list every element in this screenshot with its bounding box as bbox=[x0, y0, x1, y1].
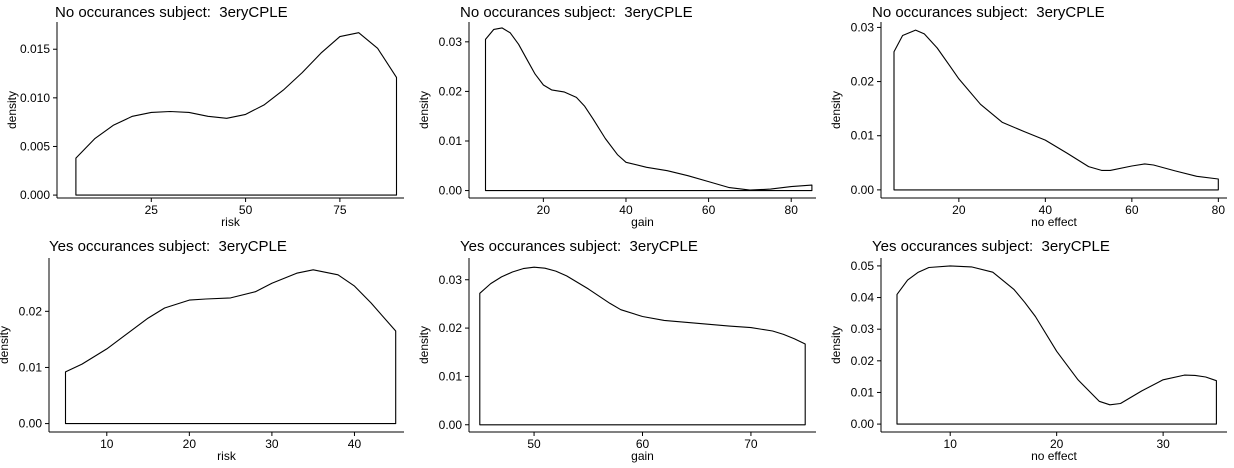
y-tick-label: 0.05 bbox=[851, 259, 875, 273]
y-tick-label: 0.04 bbox=[851, 291, 875, 305]
chart-title: No occurances subject: 3eryCPLE bbox=[55, 4, 288, 21]
x-tick-label: 60 bbox=[636, 437, 650, 451]
x-axis-title: gain bbox=[631, 449, 654, 463]
chart-title: No occurances subject: 3eryCPLE bbox=[872, 4, 1105, 21]
x-tick-label: 30 bbox=[265, 437, 279, 451]
x-tick-label: 40 bbox=[348, 437, 362, 451]
x-tick-label: 40 bbox=[619, 203, 633, 217]
x-axis-title: gain bbox=[631, 215, 654, 229]
y-tick-label: 0.015 bbox=[20, 42, 50, 56]
y-tick-label: 0.005 bbox=[20, 139, 50, 153]
y-tick-label: 0.02 bbox=[439, 321, 463, 335]
y-tick-label: 0.000 bbox=[20, 188, 50, 202]
y-tick-label: 0.02 bbox=[851, 75, 875, 89]
y-tick-label: 0.00 bbox=[851, 417, 875, 431]
x-tick-label: 40 bbox=[1039, 203, 1053, 217]
density-area bbox=[64, 269, 397, 425]
density-area bbox=[479, 266, 806, 426]
y-axis-title: density bbox=[417, 91, 431, 129]
y-tick-label: 0.02 bbox=[851, 354, 875, 368]
y-tick-label: 0.02 bbox=[439, 84, 463, 98]
y-tick-label: 0.03 bbox=[439, 273, 463, 287]
y-tick-label: 0.00 bbox=[439, 418, 463, 432]
x-tick-label: 50 bbox=[527, 437, 541, 451]
chart-title: Yes occurances subject: 3eryCPLE bbox=[49, 238, 287, 255]
x-axis-title: no effect bbox=[1031, 215, 1077, 229]
x-tick-label: 80 bbox=[785, 203, 799, 217]
y-axis-title: density bbox=[5, 91, 19, 129]
x-tick-label: 20 bbox=[183, 437, 197, 451]
x-tick-label: 30 bbox=[1156, 437, 1170, 451]
y-tick-label: 0.00 bbox=[439, 184, 463, 198]
x-tick-label: 75 bbox=[333, 203, 347, 217]
x-tick-label: 25 bbox=[145, 203, 159, 217]
chart-title: No occurances subject: 3eryCPLE bbox=[460, 4, 693, 21]
x-tick-label: 10 bbox=[944, 437, 958, 451]
y-tick-label: 0.00 bbox=[851, 183, 875, 197]
y-axis-title: density bbox=[0, 326, 11, 364]
x-tick-label: 20 bbox=[537, 203, 551, 217]
x-tick-label: 50 bbox=[239, 203, 253, 217]
chart-title: Yes occurances subject: 3eryCPLE bbox=[872, 238, 1110, 255]
x-tick-label: 60 bbox=[702, 203, 716, 217]
y-tick-label: 0.03 bbox=[851, 20, 875, 34]
x-tick-label: 20 bbox=[1050, 437, 1064, 451]
y-axis-title: density bbox=[829, 326, 843, 364]
y-tick-label: 0.01 bbox=[439, 134, 463, 148]
y-tick-label: 0.03 bbox=[439, 35, 463, 49]
y-tick-label: 0.01 bbox=[851, 129, 875, 143]
y-axis-title: density bbox=[417, 326, 431, 364]
y-axis-title: density bbox=[829, 91, 843, 129]
x-tick-label: 70 bbox=[744, 437, 758, 451]
y-tick-label: 0.01 bbox=[19, 360, 43, 374]
y-tick-label: 0.03 bbox=[851, 322, 875, 336]
y-tick-label: 0.01 bbox=[851, 385, 875, 399]
y-tick-label: 0.01 bbox=[439, 369, 463, 383]
x-axis-title: risk bbox=[221, 215, 241, 229]
y-tick-label: 0.00 bbox=[19, 417, 43, 431]
x-axis-title: no effect bbox=[1031, 449, 1077, 463]
x-axis-title: risk bbox=[217, 449, 237, 463]
chart-title: Yes occurances subject: 3eryCPLE bbox=[460, 238, 698, 255]
density-area bbox=[75, 32, 398, 196]
x-tick-label: 10 bbox=[100, 437, 114, 451]
x-tick-label: 60 bbox=[1125, 203, 1139, 217]
density-area bbox=[484, 27, 813, 192]
x-tick-label: 20 bbox=[952, 203, 966, 217]
density-area bbox=[893, 29, 1219, 191]
x-tick-label: 80 bbox=[1212, 203, 1226, 217]
density-area bbox=[896, 265, 1217, 425]
y-tick-label: 0.010 bbox=[20, 91, 50, 105]
y-tick-label: 0.02 bbox=[19, 304, 43, 318]
